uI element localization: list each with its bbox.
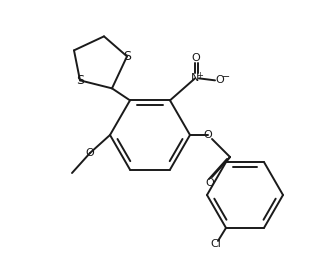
Text: O: O <box>216 75 225 85</box>
Text: +: + <box>197 71 203 80</box>
Text: O: O <box>206 178 214 188</box>
Text: O: O <box>192 53 200 63</box>
Text: −: − <box>222 72 230 82</box>
Text: O: O <box>203 130 212 140</box>
Text: S: S <box>123 50 131 63</box>
Text: Cl: Cl <box>211 239 221 249</box>
Text: O: O <box>86 148 95 158</box>
Text: N: N <box>191 73 199 83</box>
Text: S: S <box>76 74 84 87</box>
